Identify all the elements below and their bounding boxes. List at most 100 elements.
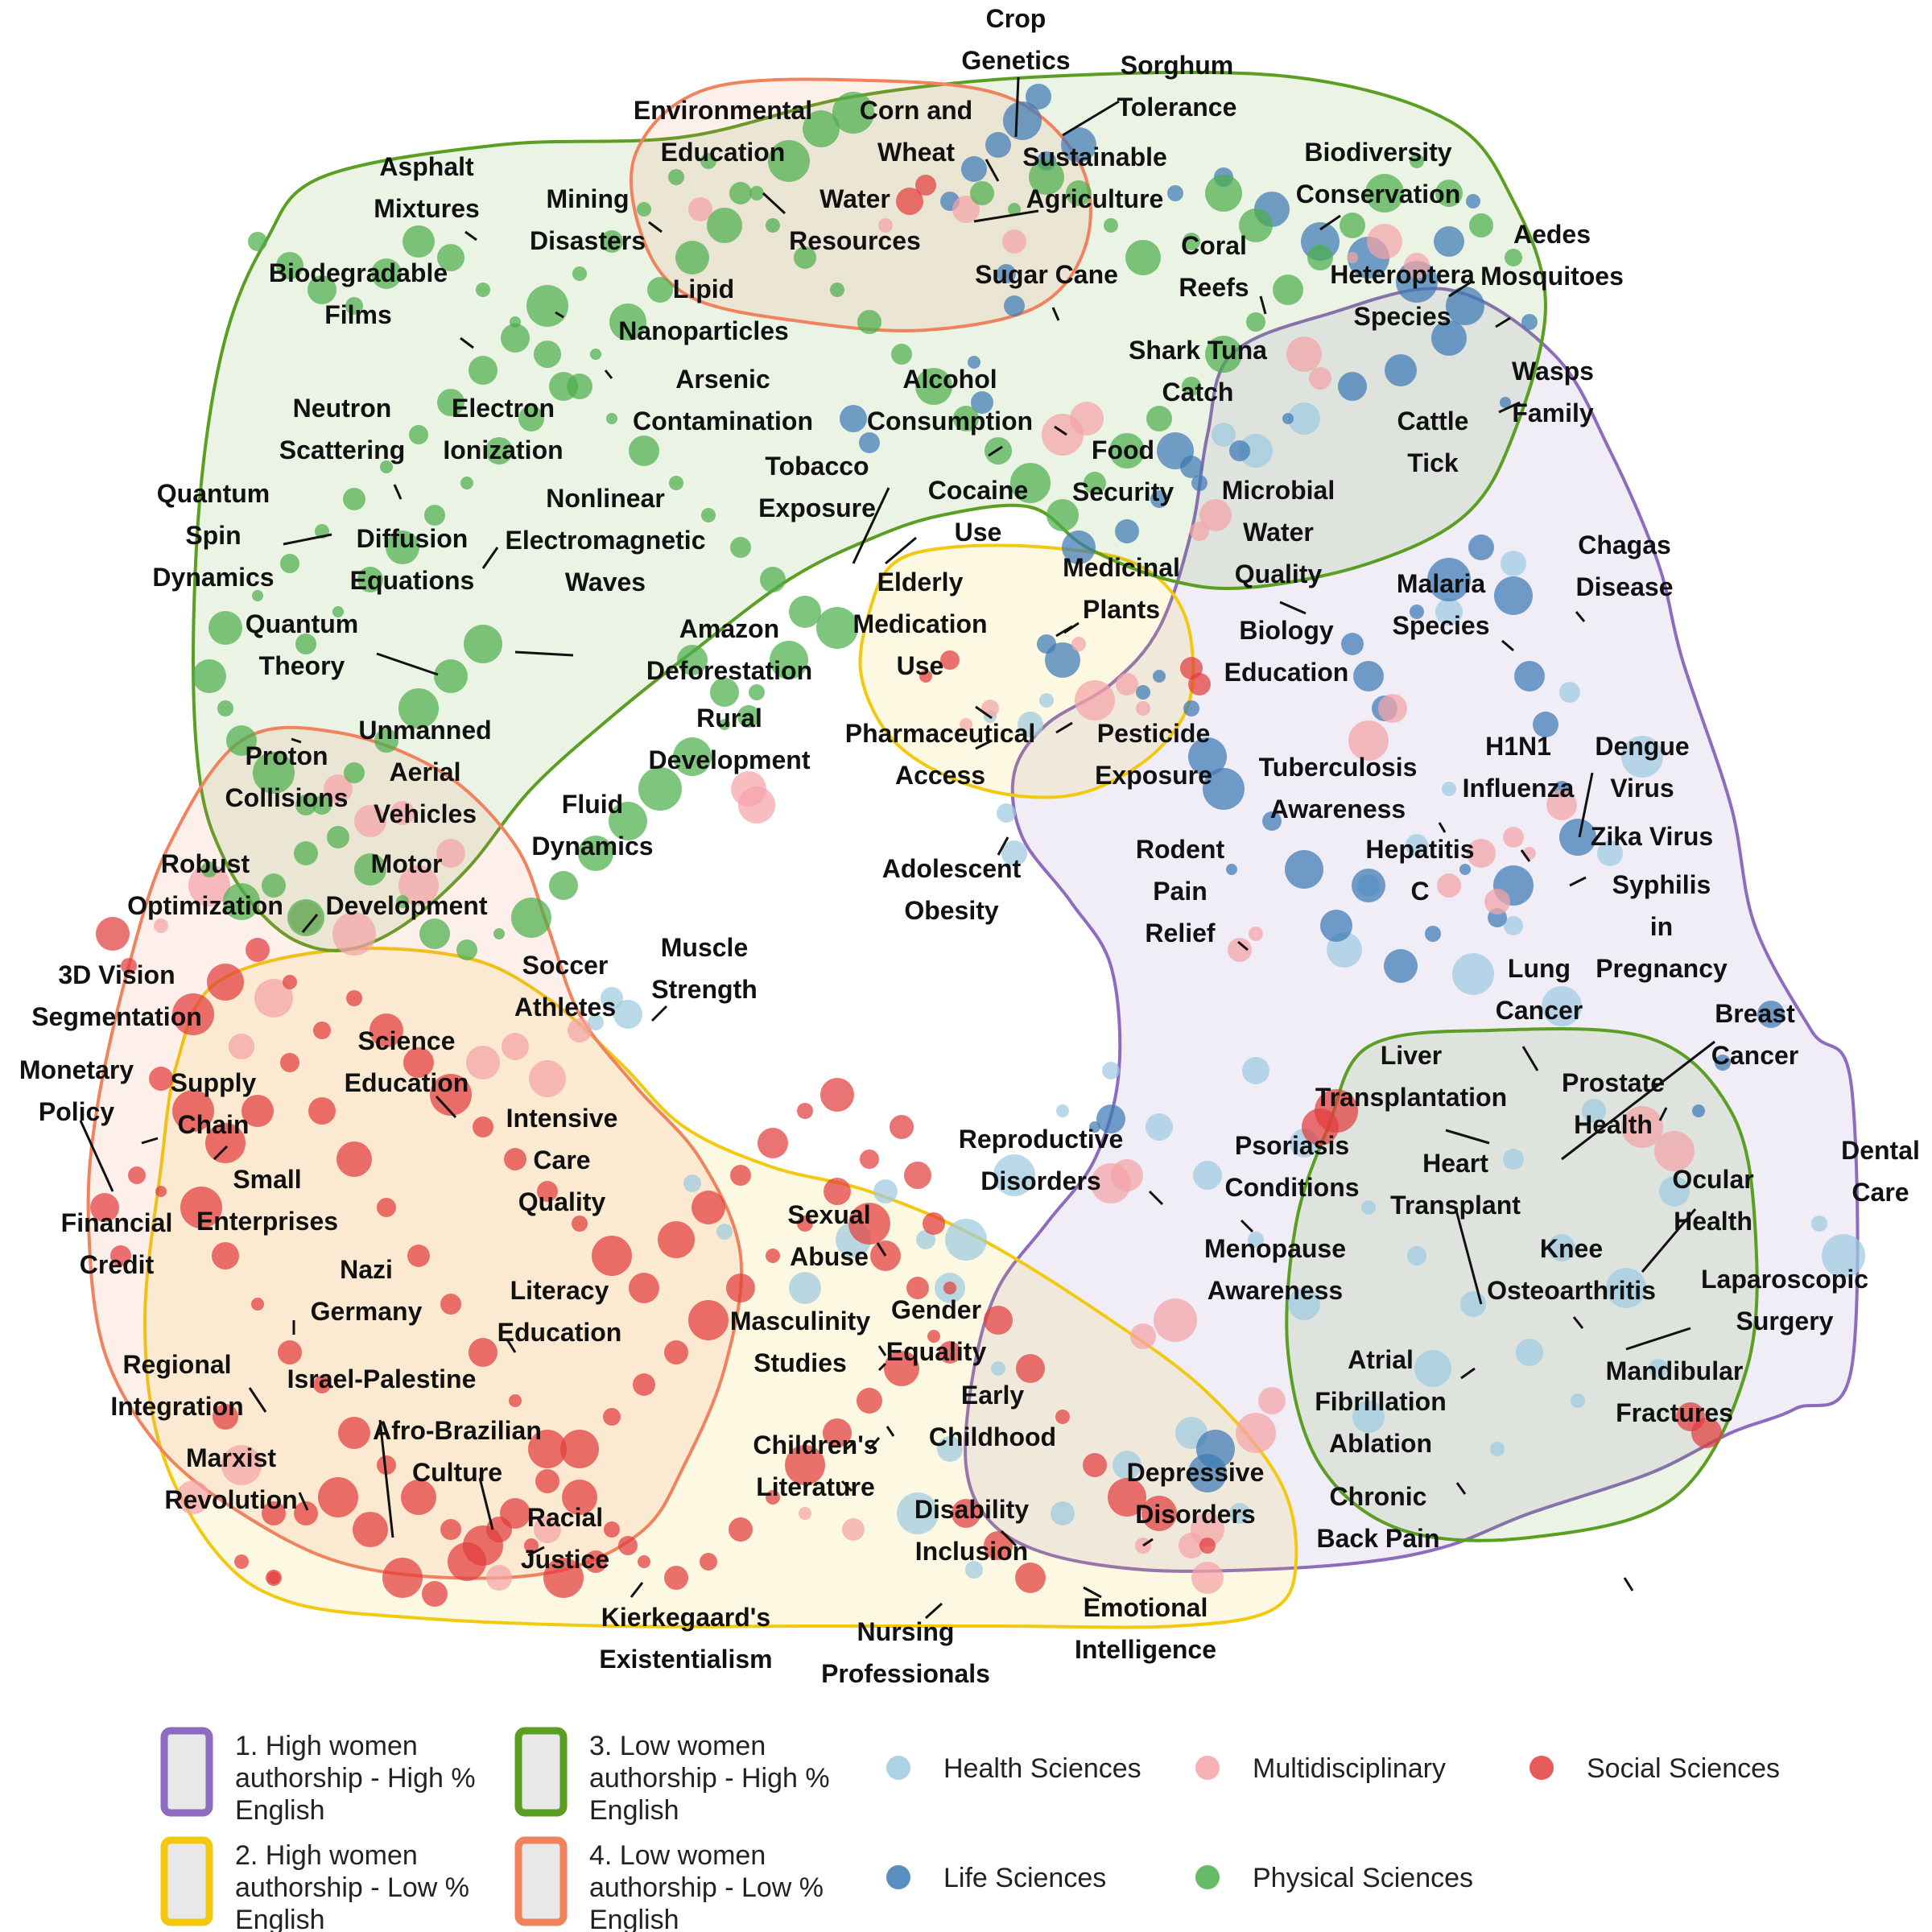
topic-label-33: Quantum Theory xyxy=(246,609,358,680)
leader-line-58 xyxy=(877,1345,887,1356)
point-life-sciences-13 xyxy=(1446,287,1484,325)
topic-label-line: Equations xyxy=(350,566,475,595)
point-multidisciplinary-49 xyxy=(324,774,353,803)
point-multidisciplinary-8 xyxy=(1309,367,1331,390)
topic-label-17: Arsenic Contamination xyxy=(633,365,813,436)
topic-label-line: Corn and xyxy=(860,96,972,125)
leader-line-1 xyxy=(1062,100,1120,137)
region-3-outline-4 xyxy=(1285,1026,1759,1542)
topic-label-line: Chain xyxy=(178,1110,250,1139)
point-physical-sciences-103 xyxy=(749,186,764,200)
point-life-sciences-23 xyxy=(1045,642,1080,678)
point-social-sciences-49 xyxy=(377,1198,396,1217)
point-social-sciences-35 xyxy=(823,1418,852,1447)
point-health-sciences-33 xyxy=(1822,1234,1865,1278)
topic-label-line: Strength xyxy=(651,975,758,1004)
point-life-sciences-67 xyxy=(1500,397,1511,408)
topic-label-line: Mandibular xyxy=(1606,1356,1744,1385)
topic-label-line: in xyxy=(1650,912,1673,941)
point-multidisciplinary-39 xyxy=(466,1046,500,1080)
topic-label-line: Awareness xyxy=(1208,1276,1343,1305)
point-physical-sciences-14 xyxy=(701,508,716,522)
point-life-sciences-2 xyxy=(985,132,1011,158)
point-social-sciences-98 xyxy=(422,1581,448,1607)
point-life-sciences-68 xyxy=(1434,226,1464,257)
point-life-sciences-61 xyxy=(971,391,993,414)
point-physical-sciences-79 xyxy=(1505,249,1522,266)
point-health-sciences-43 xyxy=(1452,953,1494,995)
point-social-sciences-37 xyxy=(766,1490,780,1505)
point-physical-sciences-19 xyxy=(770,641,808,679)
point-physical-sciences-114 xyxy=(262,873,286,898)
legend-region-swatch-1 xyxy=(160,1727,213,1817)
topic-label-line: Revolution xyxy=(164,1485,297,1514)
point-life-sciences-37 xyxy=(1559,819,1596,856)
point-physical-sciences-67 xyxy=(1109,433,1145,469)
point-multidisciplinary-21 xyxy=(1546,790,1577,820)
point-social-sciences-42 xyxy=(604,1521,620,1538)
point-multidisciplinary-58 xyxy=(799,1507,811,1520)
point-health-sciences-10 xyxy=(1503,1149,1524,1170)
topic-label-line: Disability xyxy=(914,1495,1029,1524)
topic-label-59: Prostate Health xyxy=(1562,1068,1665,1139)
topic-label-line: Proton xyxy=(245,741,328,770)
point-physical-sciences-113 xyxy=(294,841,318,865)
point-life-sciences-63 xyxy=(1004,295,1025,316)
point-physical-sciences-95 xyxy=(485,437,513,464)
point-physical-sciences-76 xyxy=(1410,154,1424,168)
point-life-sciences-56 xyxy=(1757,1001,1785,1028)
point-physical-sciences-92 xyxy=(386,530,419,564)
leader-line-4 xyxy=(973,209,1039,223)
point-multidisciplinary-50 xyxy=(354,805,386,837)
point-life-sciences-18 xyxy=(1229,440,1250,461)
topic-label-line: Nazi xyxy=(340,1255,393,1284)
topic-label-line: Exposure xyxy=(758,493,876,522)
point-physical-sciences-7 xyxy=(476,283,490,297)
point-physical-sciences-73 xyxy=(1307,245,1333,270)
topic-labels: Crop Genetics Sorghum Tolerance Environmenta… xyxy=(19,4,1920,1688)
point-physical-sciences-85 xyxy=(1066,180,1092,206)
point-social-sciences-27 xyxy=(860,1150,879,1169)
legend-field-label-4: Physical Sciences xyxy=(1253,1863,1473,1893)
point-social-sciences-24 xyxy=(766,1249,780,1263)
point-social-sciences-31 xyxy=(943,1282,956,1294)
point-health-sciences-53 xyxy=(683,1174,701,1192)
point-physical-sciences-89 xyxy=(295,634,316,654)
leader-line-16 xyxy=(1498,401,1521,414)
topic-label-line: Biology xyxy=(1239,616,1334,645)
point-multidisciplinary-40 xyxy=(529,1060,566,1097)
point-physical-sciences-38 xyxy=(192,659,226,693)
topic-label-77: Gender Equality xyxy=(886,1295,987,1366)
topic-label-line: Credit xyxy=(80,1250,155,1279)
leader-line-37 xyxy=(1569,876,1587,887)
topic-label-line: Arsenic xyxy=(675,365,770,394)
topic-label-line: Syphilis xyxy=(1612,870,1711,899)
topic-label-line: Education xyxy=(345,1068,469,1097)
topic-label-51: Syphilis in Pregnancy xyxy=(1596,870,1728,983)
point-health-sciences-0 xyxy=(1242,1057,1269,1084)
leader-line-3 xyxy=(985,159,1000,182)
point-social-sciences-36 xyxy=(785,1445,825,1485)
topic-label-line: Afro-Brazilian xyxy=(373,1416,542,1445)
point-physical-sciences-25 xyxy=(578,836,613,871)
point-social-sciences-12 xyxy=(377,1455,396,1475)
point-social-sciences-87 xyxy=(1141,1496,1177,1531)
point-multidisciplinary-41 xyxy=(398,865,439,906)
leader-line-9 xyxy=(1448,280,1472,298)
point-social-sciences-117 xyxy=(915,175,936,196)
point-life-sciences-22 xyxy=(1062,530,1096,564)
point-social-sciences-51 xyxy=(308,1097,336,1125)
region-1-outline-0 xyxy=(964,287,1860,1573)
point-physical-sciences-87 xyxy=(1008,203,1021,216)
leader-line-60 xyxy=(248,1387,267,1413)
topic-label-line: Unmanned xyxy=(358,716,491,745)
point-health-sciences-62 xyxy=(1501,551,1526,576)
topic-label-line: Obesity xyxy=(904,896,999,925)
point-social-sciences-78 xyxy=(848,1203,890,1245)
topic-label-line: Nursing xyxy=(857,1617,955,1646)
leader-line-72 xyxy=(1455,1482,1467,1495)
leader-line-69 xyxy=(298,1492,309,1511)
topic-label-34: Biology Education xyxy=(1224,616,1349,687)
point-multidisciplinary-1 xyxy=(878,218,893,233)
legend-field-label-3: Life Sciences xyxy=(943,1863,1106,1893)
